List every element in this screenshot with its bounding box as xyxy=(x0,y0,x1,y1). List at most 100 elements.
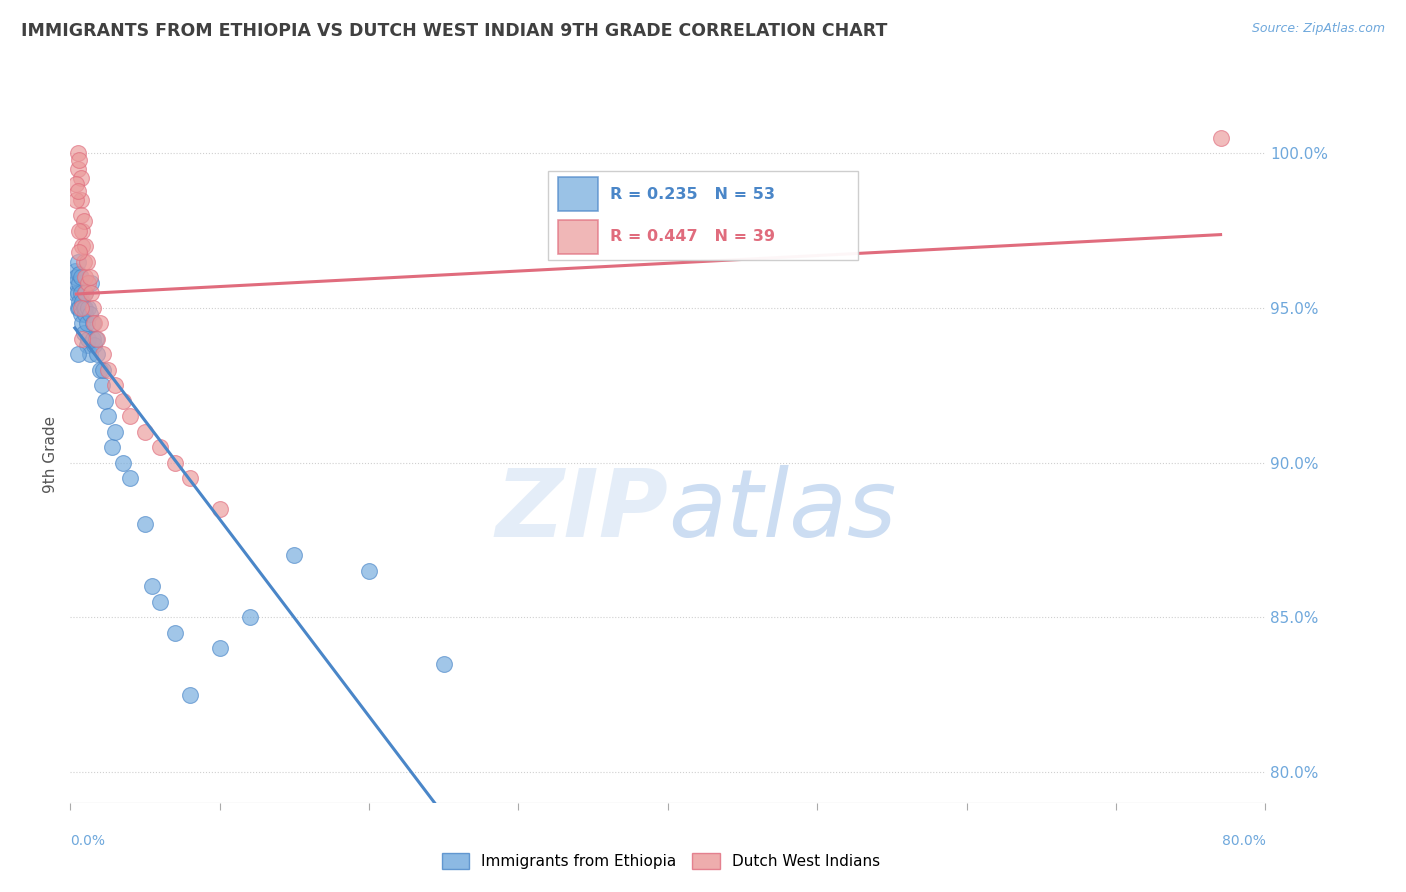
Point xyxy=(75,285,97,300)
Point xyxy=(91,347,114,361)
Point xyxy=(83,338,105,352)
Text: 0.0%: 0.0% xyxy=(70,834,105,848)
Point xyxy=(73,214,96,228)
Point xyxy=(86,332,108,346)
Point xyxy=(66,161,89,176)
Point xyxy=(82,332,104,346)
Point xyxy=(75,285,97,300)
Point xyxy=(73,301,96,315)
Point xyxy=(67,224,90,238)
Point xyxy=(97,409,120,424)
Point xyxy=(179,471,201,485)
Text: Source: ZipAtlas.com: Source: ZipAtlas.com xyxy=(1251,22,1385,36)
Text: IMMIGRANTS FROM ETHIOPIA VS DUTCH WEST INDIAN 9TH GRADE CORRELATION CHART: IMMIGRANTS FROM ETHIOPIA VS DUTCH WEST I… xyxy=(21,22,887,40)
Point xyxy=(80,285,103,300)
Point xyxy=(179,688,201,702)
Text: R = 0.235   N = 53: R = 0.235 N = 53 xyxy=(610,186,775,202)
Point xyxy=(79,347,101,361)
Point xyxy=(70,224,93,238)
Point xyxy=(97,363,120,377)
Point xyxy=(104,378,127,392)
Text: ZIP: ZIP xyxy=(495,465,668,557)
Point xyxy=(93,393,115,408)
Point xyxy=(91,363,114,377)
Point xyxy=(67,245,90,260)
Point xyxy=(65,178,87,192)
Point xyxy=(75,270,97,285)
Point xyxy=(104,425,127,439)
Point xyxy=(141,579,163,593)
FancyBboxPatch shape xyxy=(558,178,598,211)
Point xyxy=(66,146,89,161)
Point xyxy=(77,277,100,291)
Point xyxy=(76,254,98,268)
Point xyxy=(69,208,91,222)
Point xyxy=(65,277,87,291)
Point xyxy=(69,171,91,186)
Point xyxy=(76,317,98,331)
Text: atlas: atlas xyxy=(668,465,896,556)
Point xyxy=(101,440,124,454)
Point xyxy=(149,440,172,454)
Y-axis label: 9th Grade: 9th Grade xyxy=(44,417,59,493)
Point xyxy=(163,625,186,640)
Point xyxy=(63,264,86,278)
Point xyxy=(120,471,141,485)
Point xyxy=(134,425,156,439)
Point xyxy=(134,517,156,532)
Point xyxy=(79,270,101,285)
Text: R = 0.447   N = 39: R = 0.447 N = 39 xyxy=(610,229,775,244)
Point xyxy=(75,301,97,315)
Point xyxy=(67,294,90,309)
Point xyxy=(73,254,96,268)
Point xyxy=(70,294,93,309)
Point xyxy=(82,301,104,315)
Point xyxy=(208,502,231,516)
Point xyxy=(80,277,103,291)
FancyBboxPatch shape xyxy=(558,220,598,254)
Point xyxy=(120,409,141,424)
Point xyxy=(67,153,90,167)
Point xyxy=(77,332,100,346)
Point xyxy=(63,285,86,300)
Point xyxy=(70,332,93,346)
Point xyxy=(66,285,89,300)
Point xyxy=(67,301,90,315)
Point xyxy=(111,456,134,470)
Point xyxy=(66,184,89,198)
Point xyxy=(69,193,91,207)
Point xyxy=(208,641,231,656)
Point xyxy=(66,301,89,315)
Point xyxy=(69,307,91,321)
Point xyxy=(163,456,186,470)
Point xyxy=(65,270,87,285)
Point xyxy=(69,301,91,315)
Point xyxy=(70,239,93,253)
Point xyxy=(75,307,97,321)
Point xyxy=(77,301,100,315)
Point xyxy=(89,363,111,377)
Point xyxy=(66,254,89,268)
Point xyxy=(111,393,134,408)
Point xyxy=(149,595,172,609)
Point xyxy=(90,378,112,392)
Point xyxy=(82,317,104,331)
Point xyxy=(70,317,93,331)
Point xyxy=(69,270,91,285)
Point xyxy=(84,332,107,346)
FancyBboxPatch shape xyxy=(548,171,858,260)
Point xyxy=(239,610,262,624)
Point xyxy=(1209,131,1232,145)
Legend: Immigrants from Ethiopia, Dutch West Indians: Immigrants from Ethiopia, Dutch West Ind… xyxy=(436,847,886,875)
Point xyxy=(83,317,105,331)
Point xyxy=(283,549,305,563)
Point xyxy=(359,564,381,578)
Point xyxy=(67,267,90,281)
Point xyxy=(89,317,111,331)
Point xyxy=(75,239,97,253)
Point xyxy=(86,347,108,361)
Point xyxy=(73,326,96,340)
Text: 80.0%: 80.0% xyxy=(1222,834,1265,848)
Point xyxy=(67,277,90,291)
Point xyxy=(65,193,87,207)
